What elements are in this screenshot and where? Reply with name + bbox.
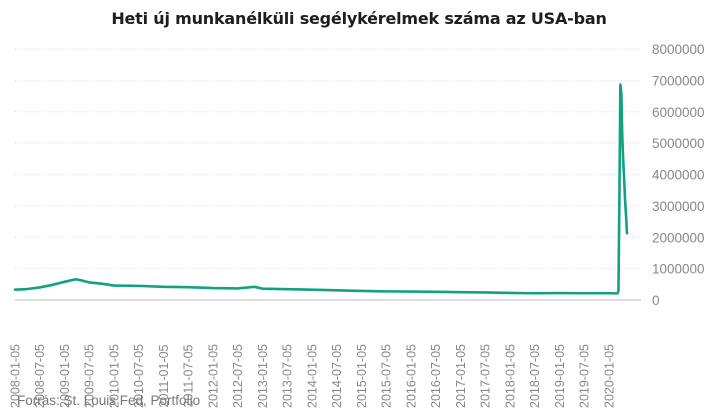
x-tick-label: 2020-01-05 bbox=[603, 344, 617, 408]
x-tick-label: 2008-01-05 bbox=[9, 344, 23, 408]
x-tick-label: 2012-07-05 bbox=[231, 344, 245, 408]
x-tick-label: 2017-01-05 bbox=[454, 344, 468, 408]
x-tick-label: 2017-07-05 bbox=[479, 344, 493, 408]
x-tick-label: 2011-01-05 bbox=[157, 344, 171, 407]
y-tick-label: 7000000 bbox=[652, 73, 705, 88]
source-note: Forrás: St. Louis Fed, Portfolio bbox=[17, 393, 201, 408]
x-tick-label: 2008-07-05 bbox=[33, 344, 47, 408]
x-axis: 2008-01-05 2008-07-05 2009-01-05 2009-07-05… bbox=[9, 344, 617, 408]
x-tick-label: 2010-07-05 bbox=[132, 344, 146, 408]
x-tick-label: 2015-07-05 bbox=[380, 344, 394, 408]
y-tick-label: 1000000 bbox=[652, 262, 705, 277]
x-tick-label: 2016-07-05 bbox=[429, 344, 443, 408]
gridlines bbox=[15, 48, 641, 301]
y-tick-label: 2000000 bbox=[652, 230, 705, 245]
x-tick-label: 2009-01-05 bbox=[58, 344, 72, 408]
x-tick-label: 2013-07-05 bbox=[281, 344, 295, 408]
x-tick-label: 2010-01-05 bbox=[108, 344, 122, 408]
y-tick-label: 8000000 bbox=[652, 42, 705, 57]
series-line bbox=[13, 83, 629, 295]
x-tick-label: 2016-01-05 bbox=[405, 344, 419, 408]
y-tick-label: 0 bbox=[652, 293, 660, 308]
y-axis: 0 1000000 2000000 3000000 4000000 5000000 6000… bbox=[652, 42, 705, 308]
x-tick-label: 2013-01-05 bbox=[256, 344, 270, 408]
x-tick-label: 2019-01-05 bbox=[553, 344, 567, 408]
x-tick-label: 2009-07-05 bbox=[83, 344, 97, 408]
y-tick-label: 3000000 bbox=[652, 199, 705, 214]
y-tick-label: 5000000 bbox=[652, 136, 705, 151]
y-tick-label: 6000000 bbox=[652, 105, 705, 120]
y-tick-label: 4000000 bbox=[652, 168, 705, 183]
x-tick-label: 2019-07-05 bbox=[578, 344, 592, 408]
x-tick-label: 2018-07-05 bbox=[528, 344, 542, 408]
x-tick-label: 2015-01-05 bbox=[355, 344, 369, 408]
chart-title: Heti új munkanélküli segélykérelmek szám… bbox=[111, 9, 607, 28]
x-tick-label: 2018-01-05 bbox=[504, 344, 518, 408]
x-tick-label: 2014-07-05 bbox=[330, 344, 344, 408]
x-tick-label: 2012-01-05 bbox=[207, 344, 221, 408]
x-tick-label: 2014-01-05 bbox=[306, 344, 320, 408]
series-layer bbox=[13, 83, 629, 295]
x-tick-label: 2011-07-05 bbox=[182, 344, 196, 407]
